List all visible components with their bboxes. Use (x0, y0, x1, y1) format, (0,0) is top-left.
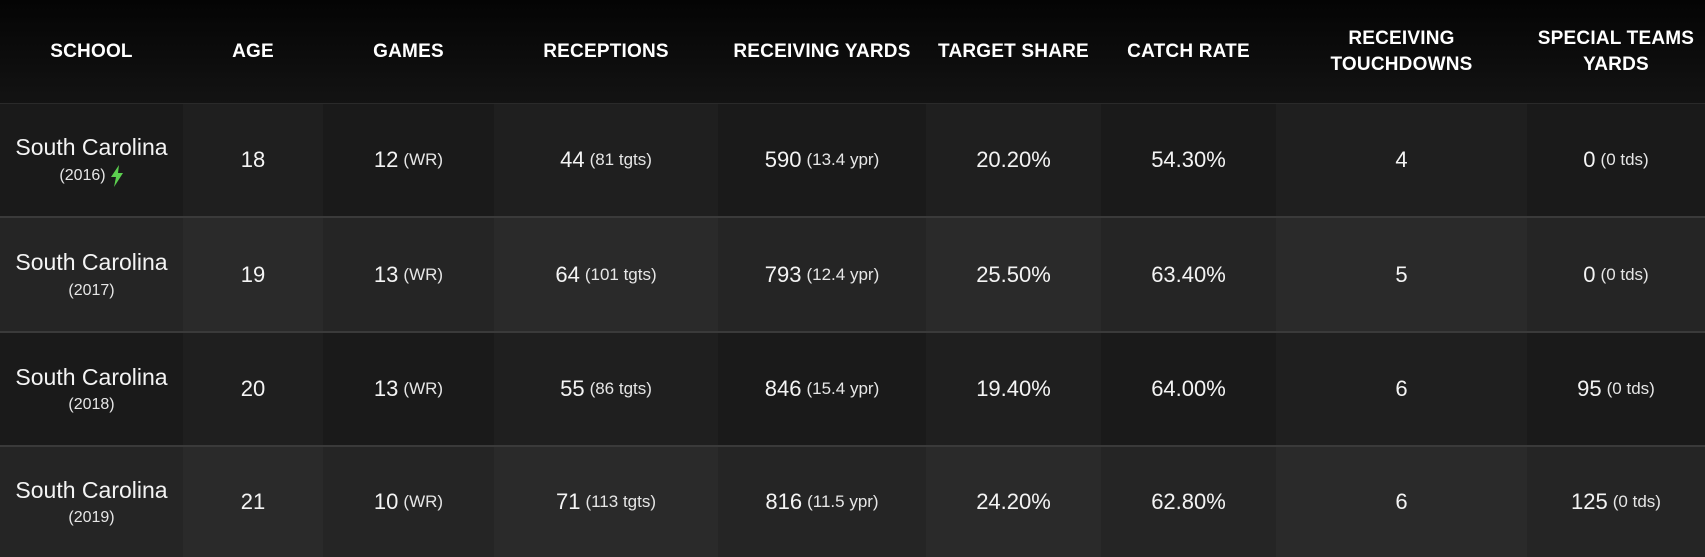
col-header-receiving-yards[interactable]: RECEIVING YARDS (718, 0, 926, 104)
receiving-yards-value-detail: (15.4 ypr) (806, 379, 880, 398)
school-name: South Carolina (15, 133, 168, 160)
receptions-value: 44 (81 tgts) (494, 104, 718, 218)
receiving-yards-value-main: 793 (764, 261, 802, 287)
school-cell: South Carolina (2019) (0, 447, 183, 557)
receiving-yards-value: 590 (13.4 ypr) (718, 104, 926, 218)
receiving-touchdowns-value: 5 (1276, 218, 1527, 333)
age-value: 20 (183, 333, 323, 447)
receptions-value-main: 55 (560, 376, 585, 401)
special-teams-yards-value: 0 (0 tds) (1527, 218, 1705, 333)
school-name: South Carolina (15, 363, 168, 390)
receptions-value-main: 64 (555, 261, 580, 287)
receiving-yards-value: 846 (15.4 ypr) (718, 333, 926, 447)
games-value: 13 (WR) (323, 218, 494, 333)
special-teams-yards-value-main: 95 (1577, 376, 1602, 401)
receiving-yards-value-detail: (11.5 ypr) (807, 492, 879, 511)
col-header-school[interactable]: SCHOOL (0, 0, 183, 104)
receiving-touchdowns-value: 6 (1276, 447, 1527, 557)
receptions-value-detail: (81 tgts) (589, 150, 652, 169)
special-teams-yards-value: 95 (0 tds) (1527, 333, 1705, 447)
age-value: 18 (183, 104, 323, 218)
target-share-value: 20.20% (926, 104, 1101, 218)
lightning-bolt-icon (110, 165, 124, 188)
col-header-special-teams-yards[interactable]: SPECIAL TEAMS YARDS (1527, 0, 1705, 104)
special-teams-yards-value-detail: (0 tds) (1612, 492, 1661, 511)
catch-rate-value: 62.80% (1101, 447, 1276, 557)
games-value: 13 (WR) (323, 333, 494, 447)
games-value-main: 12 (373, 147, 399, 172)
season-year: (2016) (59, 167, 106, 185)
special-teams-yards-value: 125 (0 tds) (1527, 447, 1705, 557)
receiving-yards-value-main: 590 (764, 147, 802, 172)
receiving-yards-value-main: 816 (765, 489, 803, 514)
receptions-value: 64 (101 tgts) (494, 218, 718, 333)
age-value: 21 (183, 447, 323, 557)
receiving-yards-value: 793 (12.4 ypr) (718, 218, 926, 333)
season-year: (2017) (68, 281, 115, 299)
col-header-catch-rate[interactable]: CATCH RATE (1101, 0, 1276, 104)
school-cell: South Carolina (2016) (0, 104, 183, 218)
age-value: 19 (183, 218, 323, 333)
special-teams-yards-value-detail: (0 tds) (1600, 150, 1649, 169)
receptions-value: 71 (113 tgts) (494, 447, 718, 557)
receptions-value: 55 (86 tgts) (494, 333, 718, 447)
games-value-main: 10 (373, 489, 399, 514)
season-year: (2018) (68, 396, 115, 414)
receptions-value-main: 71 (555, 489, 581, 514)
receiving-yards-value-detail: (13.4 ypr) (806, 150, 880, 169)
receptions-value-detail: (86 tgts) (589, 379, 652, 398)
receiving-yards-value-main: 846 (764, 376, 802, 401)
school-year: (2017) (68, 281, 114, 301)
games-value-detail: (WR) (403, 264, 444, 284)
receptions-value-main: 44 (560, 147, 585, 172)
school-name: South Carolina (15, 249, 168, 276)
special-teams-yards-value-detail: (0 tds) (1600, 264, 1649, 284)
col-header-games[interactable]: GAMES (323, 0, 494, 104)
games-value-detail: (WR) (403, 150, 444, 169)
target-share-value: 24.20% (926, 447, 1101, 557)
receiving-touchdowns-value: 6 (1276, 333, 1527, 447)
catch-rate-value: 54.30% (1101, 104, 1276, 218)
special-teams-yards-value-main: 0 (1583, 147, 1596, 172)
games-value: 10 (WR) (323, 447, 494, 557)
season-year: (2019) (68, 509, 115, 527)
catch-rate-value: 64.00% (1101, 333, 1276, 447)
school-cell: South Carolina (2018) (0, 333, 183, 447)
school-name: South Carolina (15, 476, 168, 503)
target-share-value: 19.40% (926, 333, 1101, 447)
col-header-receiving-touchdowns[interactable]: RECEIVING TOUCHDOWNS (1276, 0, 1527, 104)
receiving-yards-value: 816 (11.5 ypr) (718, 447, 926, 557)
receiving-touchdowns-value: 4 (1276, 104, 1527, 218)
games-value-main: 13 (373, 376, 399, 401)
special-teams-yards-value-detail: (0 tds) (1606, 379, 1655, 398)
col-header-age[interactable]: AGE (183, 0, 323, 104)
special-teams-yards-value-main: 0 (1583, 261, 1596, 287)
col-header-target-share[interactable]: TARGET SHARE (926, 0, 1101, 104)
receptions-value-detail: (101 tgts) (584, 264, 657, 284)
special-teams-yards-value: 0 (0 tds) (1527, 104, 1705, 218)
receptions-value-detail: (113 tgts) (585, 492, 657, 511)
school-year: (2016) (59, 165, 124, 188)
games-value-detail: (WR) (403, 492, 444, 511)
games-value-main: 13 (373, 261, 399, 287)
school-cell: South Carolina (2017) (0, 218, 183, 333)
special-teams-yards-value-main: 125 (1571, 489, 1608, 514)
receiving-yards-value-detail: (12.4 ypr) (806, 264, 880, 284)
col-header-receptions[interactable]: RECEPTIONS (494, 0, 718, 104)
school-year: (2019) (68, 508, 114, 528)
games-value-detail: (WR) (403, 379, 444, 398)
games-value: 12 (WR) (323, 104, 494, 218)
catch-rate-value: 63.40% (1101, 218, 1276, 333)
target-share-value: 25.50% (926, 218, 1101, 333)
school-year: (2018) (68, 395, 114, 415)
